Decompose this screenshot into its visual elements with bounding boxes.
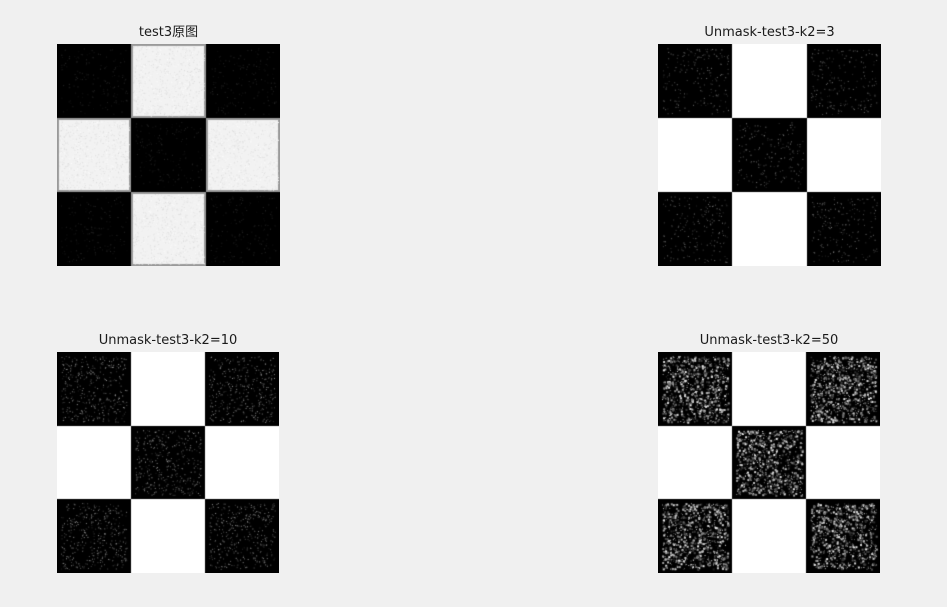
panel-unmask-k2-50: Unmask-test3-k2=50 (658, 333, 880, 573)
panel-original: test3原图 (57, 25, 280, 266)
panel-unmask-k2-10: Unmask-test3-k2=10 (57, 333, 279, 573)
image-unmask-k2-10 (57, 352, 279, 573)
panel-title: Unmask-test3-k2=3 (704, 25, 835, 40)
image-unmask-k2-50 (658, 352, 880, 573)
panel-title: Unmask-test3-k2=10 (98, 333, 238, 348)
panel-title: Unmask-test3-k2=50 (699, 333, 839, 348)
image-unmask-k2-3 (658, 44, 881, 266)
image-original-checkerboard (57, 44, 280, 266)
panel-title: test3原图 (138, 25, 199, 40)
panel-unmask-k2-3: Unmask-test3-k2=3 (658, 25, 881, 266)
